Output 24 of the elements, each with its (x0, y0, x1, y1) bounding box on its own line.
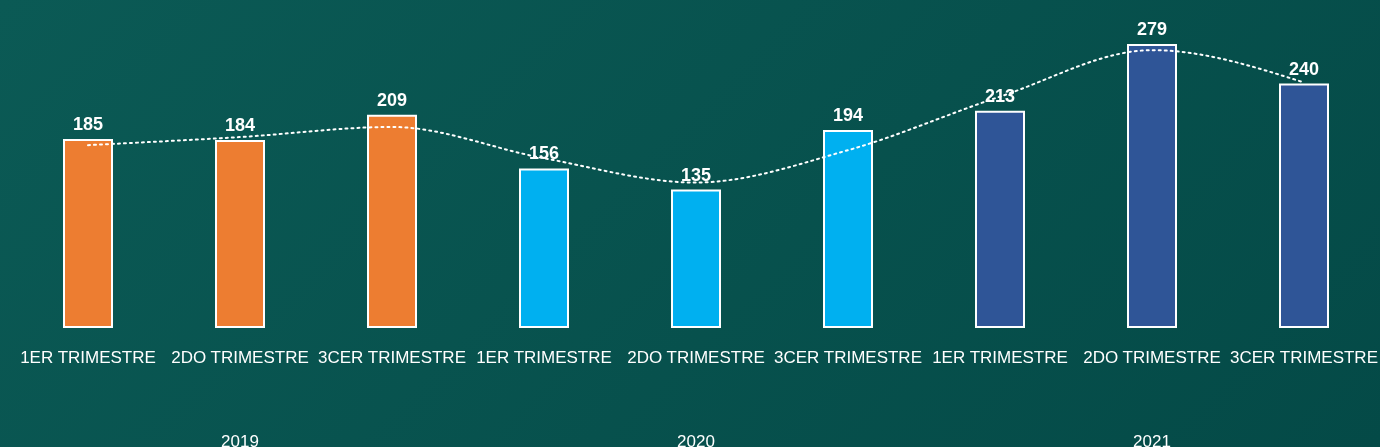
data-label: 209 (376, 89, 408, 110)
x-tick-label: 1ER TRIMESTRE (476, 348, 612, 367)
x-tick-label: 3CER TRIMESTRE (318, 348, 466, 367)
data-label: 240 (1288, 58, 1320, 79)
text: 2020 (677, 432, 715, 447)
x-tick-label: 3CER TRIMESTRE (1230, 348, 1378, 367)
text: 2021 (1133, 432, 1171, 447)
x-tick-label: 1ER TRIMESTRE (20, 348, 156, 367)
data-label: 279 (1136, 19, 1168, 40)
x-tick-label: 2DO TRIMESTRE (1083, 348, 1221, 367)
bar (519, 168, 569, 328)
data-label: 156 (528, 143, 560, 164)
x-tick-label: 3CER TRIMESTRE (774, 348, 922, 367)
text: 2019 (221, 432, 259, 447)
data-label: 135 (680, 164, 712, 185)
x-tick-label: 2DO TRIMESTRE (171, 348, 309, 367)
data-label: 185 (72, 114, 104, 135)
bar (975, 110, 1025, 328)
x-tick-label: 1ER TRIMESTRE (932, 348, 1068, 367)
data-label: 194 (832, 104, 864, 125)
data-label: 184 (224, 115, 256, 136)
x-tick-label: 2DO TRIMESTRE (627, 348, 765, 367)
bar (1279, 83, 1329, 328)
bar (671, 189, 721, 328)
